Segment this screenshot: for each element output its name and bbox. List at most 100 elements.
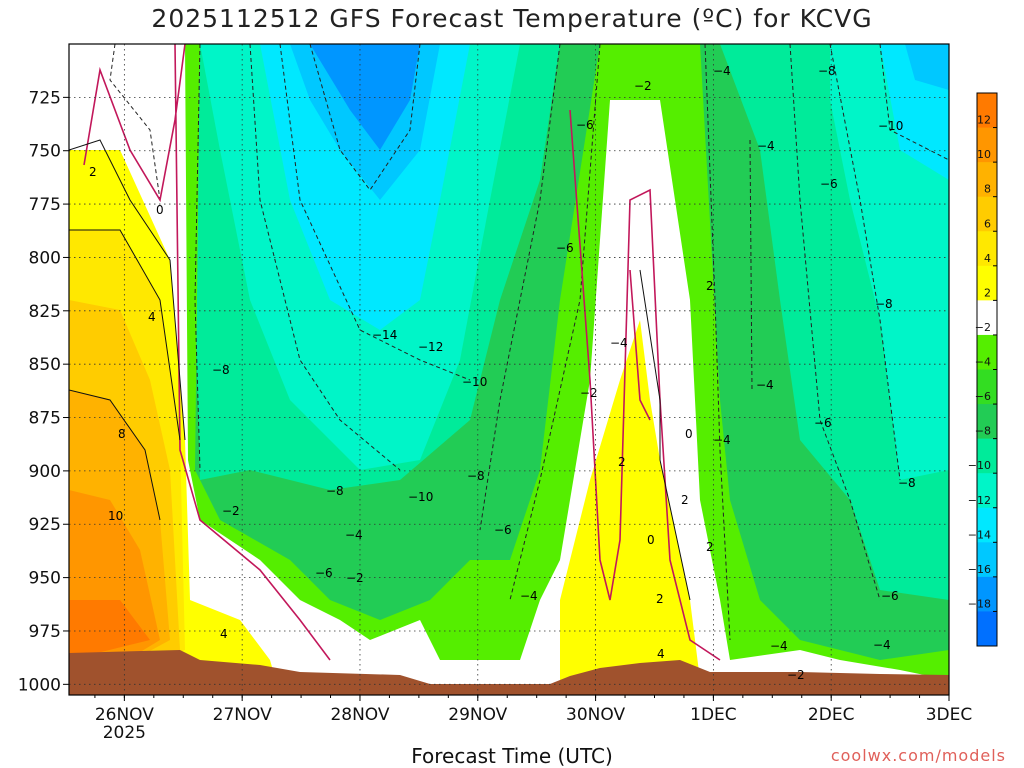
contour-label: −4 <box>713 64 731 78</box>
colorbar-swatch <box>977 334 997 370</box>
colorbar-swatch <box>977 438 997 474</box>
x-tick-label: 2DEC <box>808 705 855 725</box>
colorbar-label: −10 <box>968 459 991 472</box>
contour-label: 0 <box>647 533 655 547</box>
plot-frame <box>68 43 950 696</box>
colorbar-label: 10 <box>977 148 991 161</box>
contour-positive-2 <box>69 139 186 441</box>
y-tick-label: 725 <box>29 88 61 108</box>
x-tick-label: 27NOV <box>213 705 272 725</box>
contour-label: 2 <box>618 455 626 469</box>
contour-label: −12 <box>418 340 443 354</box>
colorbar-label: −8 <box>975 425 991 438</box>
contour-minus-10 <box>279 44 471 381</box>
x-tick-sublabel: 2025 <box>103 723 146 743</box>
contour-label: −6 <box>820 177 838 191</box>
contour-label: −4 <box>520 589 538 603</box>
contour-label: −8 <box>818 64 836 78</box>
colorbar-swatch <box>977 473 997 509</box>
contour-zero-mid <box>569 109 721 661</box>
contour-label: 10 <box>108 509 123 523</box>
colorbar-swatch <box>977 404 997 440</box>
colorbar-label: 2 <box>984 286 991 299</box>
contour-label: 8 <box>118 427 126 441</box>
x-tick-label: 3DEC <box>926 705 973 725</box>
contour-minus-6b <box>479 44 561 531</box>
contour-right-minus-6 <box>789 44 881 601</box>
y-tick-label: 950 <box>29 569 61 589</box>
y-tick-label: 875 <box>29 409 61 429</box>
contour-label: −6 <box>881 589 899 603</box>
contour-label: −2 <box>787 668 805 682</box>
contour-right-minus-10 <box>879 44 949 161</box>
region-warm-2b <box>560 320 700 695</box>
contour-label: −4 <box>345 528 363 542</box>
contour-positive-8 <box>69 389 161 521</box>
contour-label: −6 <box>315 566 333 580</box>
contour-label: −2 <box>580 386 598 400</box>
contour-label: −2 <box>634 79 652 93</box>
colorbar-label: −18 <box>968 597 991 610</box>
contour-label: −4 <box>756 378 774 392</box>
contour-label: −8 <box>326 484 344 498</box>
contour-label: 4 <box>148 310 156 324</box>
contour-label: −10 <box>462 375 487 389</box>
y-tick-label: 775 <box>29 195 61 215</box>
contour-label: −10 <box>878 119 903 133</box>
contour-label: −4 <box>873 638 891 652</box>
credit-link[interactable]: coolwx.com/models <box>830 746 1006 765</box>
y-tick-label: 1000 <box>18 675 61 695</box>
colorbar-swatch <box>977 507 997 543</box>
contour-labels: 2 0 4 8 10 4 −8 −2 −14 −12 −10 −8 −10 −8 −4 −6 −2 −6 −4 −6 −… <box>89 64 916 682</box>
colorbar-label: −12 <box>968 494 991 507</box>
contour-label: −6 <box>494 523 512 537</box>
colorbar-swatch <box>977 127 997 163</box>
contour-minus-12 <box>309 44 421 191</box>
contour-label: −8 <box>467 469 485 483</box>
contour-zero-mid2 <box>629 269 651 421</box>
y-tick-label: 900 <box>29 462 61 482</box>
y-tick-label: 825 <box>29 302 61 322</box>
colorbar-label: 6 <box>984 217 991 230</box>
colorbar-swatch <box>977 542 997 578</box>
contour-label: 2 <box>706 279 714 293</box>
colorbar: 12 10 8 6 4 2 −2 −4 −6 −8 −10 −12 −14 −16 −18 <box>968 92 998 647</box>
x-tick-label: 26NOV <box>95 705 154 725</box>
colorbar-label: −16 <box>968 563 991 576</box>
region-minus-2 <box>69 44 949 695</box>
y-tick-label: 850 <box>29 355 61 375</box>
x-tick-label: 29NOV <box>448 705 507 725</box>
colorbar-label: 8 <box>984 183 991 196</box>
grid-lines <box>69 44 949 695</box>
colorbar-swatch <box>977 93 997 129</box>
y-tick-label: 750 <box>29 142 61 162</box>
colorbar-swatch <box>977 265 997 301</box>
y-tick-label: 975 <box>29 622 61 642</box>
contour-right-minus-8 <box>829 44 901 481</box>
contour-positive-4 <box>69 229 181 441</box>
contour-minus-4b <box>509 44 601 601</box>
colorbar-label: −6 <box>975 390 991 403</box>
contour-minus-4 <box>109 44 161 201</box>
contour-zero-left <box>83 44 331 661</box>
region-right-minus-14 <box>905 44 949 90</box>
contour-label: 2 <box>656 592 664 606</box>
colorbar-swatch <box>977 162 997 198</box>
y-tick-label: 800 <box>29 248 61 268</box>
terrain <box>69 650 949 695</box>
contour-label: −10 <box>408 490 433 504</box>
contour-right-minus-4 <box>704 44 731 641</box>
contour-label: 0 <box>156 203 164 217</box>
y-tick-label: 925 <box>29 515 61 535</box>
y-axis: 725 750 775 800 825 850 875 900 925 950 975 1000 <box>18 88 69 695</box>
contour-label: 4 <box>220 627 228 641</box>
contour-label: 2 <box>706 540 714 554</box>
chart-title: 2025112512 GFS Forecast Temperature (ºC)… <box>151 4 873 33</box>
colorbar-label: 12 <box>977 114 991 127</box>
x-axis-label: Forecast Time (UTC) <box>411 744 613 768</box>
contour-label: −4 <box>610 336 628 350</box>
colorbar-label: −4 <box>975 356 991 369</box>
contour-label: −4 <box>757 139 775 153</box>
